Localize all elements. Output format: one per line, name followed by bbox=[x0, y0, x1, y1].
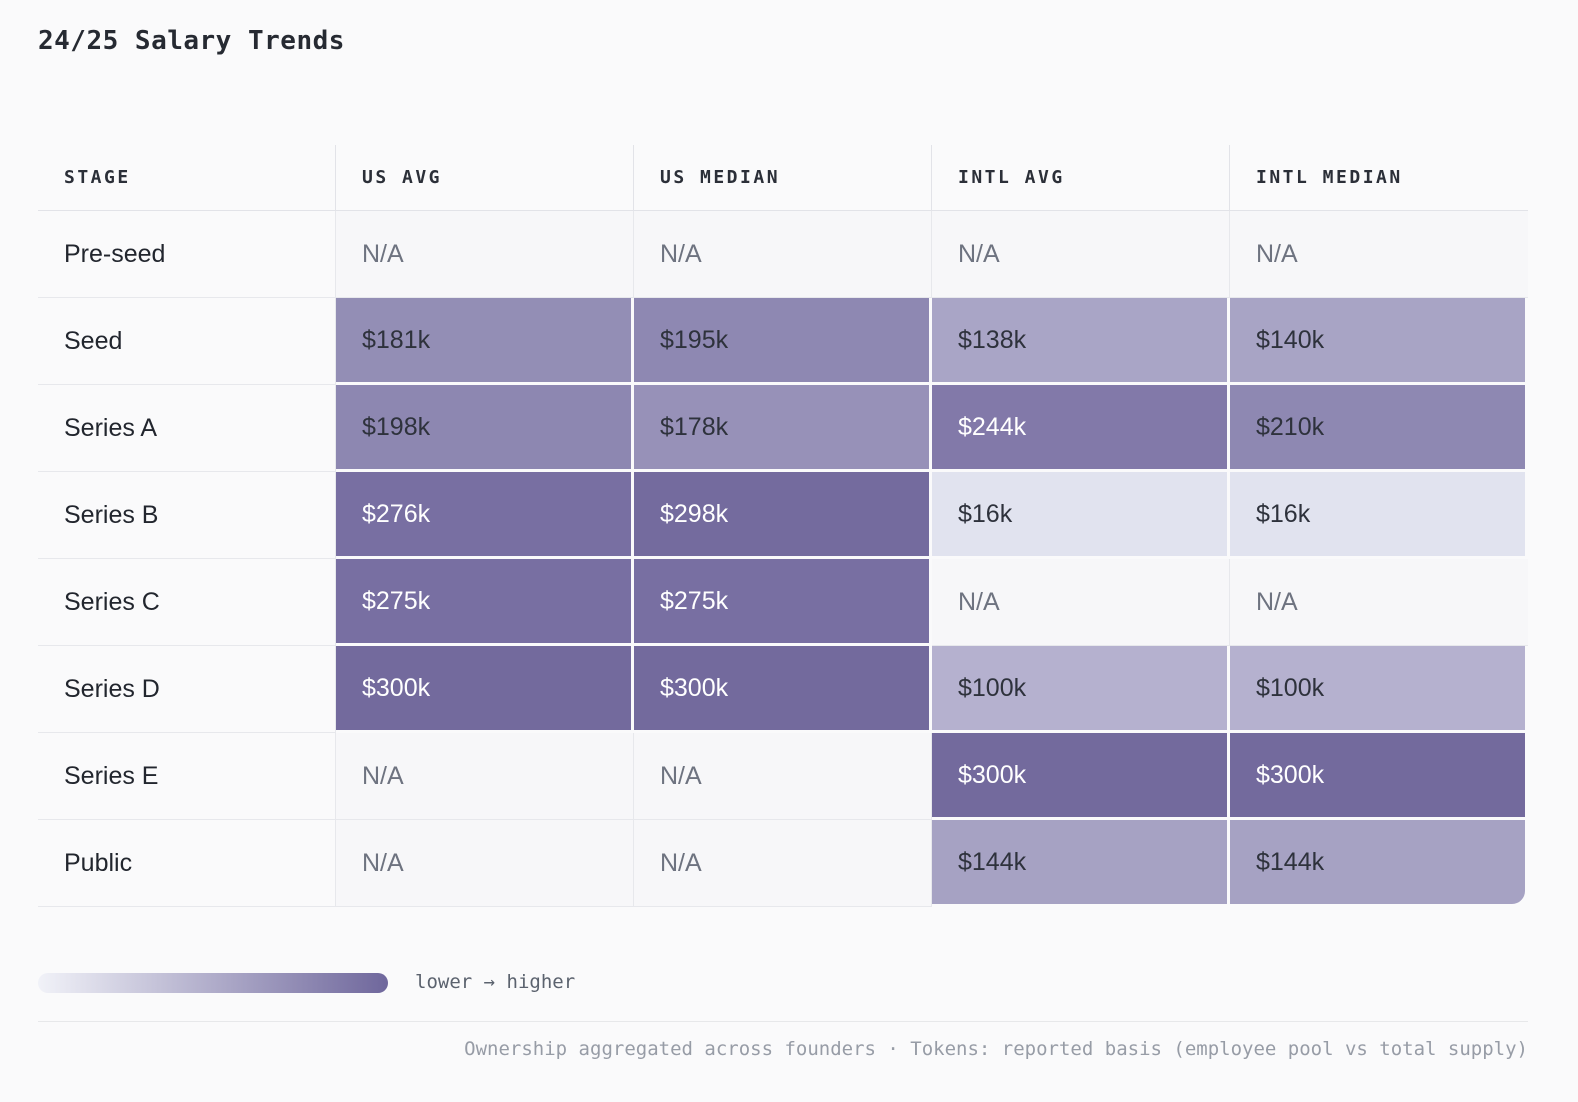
value-cell: N/A bbox=[336, 733, 634, 820]
column-header-intl-avg: INTL AVG bbox=[932, 145, 1230, 211]
value-cell: $300k bbox=[634, 646, 932, 733]
column-header-intl-median: INTL MEDIAN bbox=[1230, 145, 1528, 211]
value-cell: $178k bbox=[634, 385, 932, 472]
value-cell: N/A bbox=[634, 820, 932, 907]
value-cell: N/A bbox=[932, 559, 1230, 646]
stage-label: Series E bbox=[38, 733, 336, 820]
value-cell: $181k bbox=[336, 298, 634, 385]
value-cell: $300k bbox=[1230, 733, 1528, 820]
page-title: 24/25 Salary Trends bbox=[38, 26, 345, 56]
stage-label: Series C bbox=[38, 559, 336, 646]
value-cell: $210k bbox=[1230, 385, 1528, 472]
value-cell: N/A bbox=[634, 733, 932, 820]
stage-label: Seed bbox=[38, 298, 336, 385]
value-cell: $138k bbox=[932, 298, 1230, 385]
value-cell: $100k bbox=[1230, 646, 1528, 733]
value-cell: $276k bbox=[336, 472, 634, 559]
value-cell: N/A bbox=[336, 820, 634, 907]
value-cell: N/A bbox=[634, 211, 932, 298]
value-cell: N/A bbox=[1230, 559, 1528, 646]
value-cell: $300k bbox=[336, 646, 634, 733]
legend-gradient-bar bbox=[38, 973, 388, 993]
stage-label: Pre-seed bbox=[38, 211, 336, 298]
value-cell: $140k bbox=[1230, 298, 1528, 385]
value-cell: $198k bbox=[336, 385, 634, 472]
value-cell: $244k bbox=[932, 385, 1230, 472]
column-header-us-avg: US AVG bbox=[336, 145, 634, 211]
value-cell: $16k bbox=[1230, 472, 1528, 559]
value-cell: N/A bbox=[336, 211, 634, 298]
footer-divider bbox=[38, 1021, 1528, 1022]
value-cell: $144k bbox=[932, 820, 1230, 907]
stage-label: Series A bbox=[38, 385, 336, 472]
footnote: Ownership aggregated across founders · T… bbox=[464, 1038, 1528, 1060]
value-cell: $300k bbox=[932, 733, 1230, 820]
value-cell: $275k bbox=[634, 559, 932, 646]
value-cell: N/A bbox=[932, 211, 1230, 298]
column-header-stage: STAGE bbox=[38, 145, 336, 211]
value-cell: $144k bbox=[1230, 820, 1528, 907]
stage-label: Public bbox=[38, 820, 336, 907]
stage-label: Series B bbox=[38, 472, 336, 559]
legend-label: lower → higher bbox=[415, 971, 576, 993]
value-cell: $275k bbox=[336, 559, 634, 646]
column-header-us-median: US MEDIAN bbox=[634, 145, 932, 211]
value-cell: N/A bbox=[1230, 211, 1528, 298]
salary-table: STAGE US AVG US MEDIAN INTL AVG INTL MED… bbox=[38, 145, 1528, 907]
stage-label: Series D bbox=[38, 646, 336, 733]
value-cell: $298k bbox=[634, 472, 932, 559]
value-cell: $195k bbox=[634, 298, 932, 385]
value-cell: $100k bbox=[932, 646, 1230, 733]
value-cell: $16k bbox=[932, 472, 1230, 559]
